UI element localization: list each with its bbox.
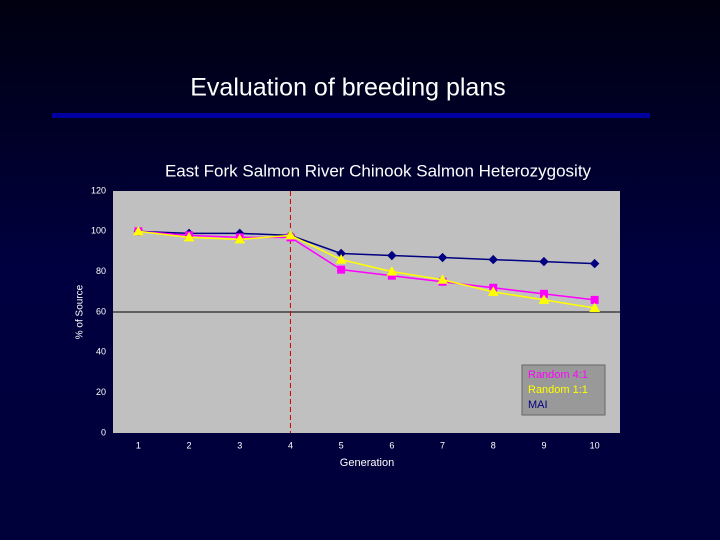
marker [132,225,144,236]
x-tick-label: 2 [187,440,192,450]
x-tick-label: 8 [491,440,496,450]
marker [437,252,448,263]
y-tick-label: 80 [96,266,106,276]
x-tick-label: 7 [440,440,445,450]
marker [488,254,498,265]
y-tick-label: 60 [96,306,106,316]
series-line [138,230,595,309]
series-line [138,230,595,301]
marker [335,254,347,264]
y-tick-label: 0 [101,427,106,437]
marker [538,294,550,304]
marker [590,295,599,304]
slide-title: Evaluation of breeding plans [190,74,506,102]
marker [183,231,195,242]
title-rule [52,113,650,118]
x-tick-label: 9 [541,440,546,450]
marker [589,302,601,312]
y-tick-label: 20 [96,387,106,397]
y-tick-label: 40 [96,347,106,357]
legend-entry: MAI [528,399,548,411]
x-tick-label: 5 [339,440,344,450]
marker [387,250,397,261]
y-tick-label: 100 [91,226,106,236]
x-tick-label: 4 [288,440,293,450]
marker [386,266,398,276]
x-tick-label: 10 [590,440,600,450]
x-tick-label: 1 [136,440,141,450]
x-tick-label: 6 [389,440,394,450]
marker [437,274,448,284]
chart-title: East Fork Salmon River Chinook Salmon He… [165,161,592,180]
y-axis-label: % of Source [75,284,86,339]
marker [487,286,499,296]
legend-box [521,364,606,416]
legend-entry: Random 1:1 [528,384,588,396]
marker [337,265,346,274]
marker [285,229,296,240]
marker [539,256,549,267]
y-tick-label: 120 [91,185,106,195]
x-axis-label: Generation [340,457,394,469]
x-tick-label: 3 [237,440,242,450]
series-line [138,230,595,265]
legend-entry: Random 4:1 [528,369,588,381]
marker [234,233,246,244]
marker [589,258,600,269]
